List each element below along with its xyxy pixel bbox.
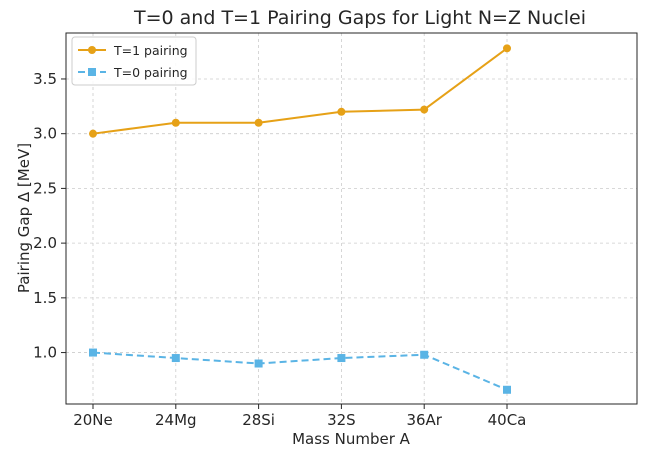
data-point-circle <box>254 118 263 127</box>
series-line-0 <box>92 47 508 135</box>
data-point-square <box>171 354 180 363</box>
x-axis-label: Mass Number A <box>292 430 411 448</box>
y-tick-label: 1.0 <box>33 344 57 362</box>
data-point-circle <box>420 105 429 114</box>
plot-frame <box>65 32 638 405</box>
legend-label: T=0 pairing <box>113 65 188 80</box>
series-layer <box>89 44 511 394</box>
x-tick-label: 40Ca <box>488 411 527 429</box>
legend-label: T=1 pairing <box>113 43 188 58</box>
data-point-circle <box>89 129 97 138</box>
y-tick-label: 3.0 <box>33 125 57 143</box>
data-point-circle <box>503 44 511 53</box>
legend: T=1 pairing T=0 pairing <box>71 36 197 86</box>
data-point-square <box>254 359 263 368</box>
x-tick-label: 28Si <box>242 411 275 429</box>
y-axis-label: Pairing Gap Δ [MeV] <box>15 143 33 293</box>
chart-title: T=0 and T=1 Pairing Gaps for Light N=Z N… <box>133 7 586 29</box>
x-tick-label: 32S <box>327 411 356 429</box>
legend-marker-square <box>88 68 96 76</box>
data-point-circle <box>171 118 180 127</box>
series-line-1 <box>92 351 508 391</box>
data-point-square <box>420 350 429 359</box>
legend-marker-circle <box>88 46 96 54</box>
data-point-circle <box>337 107 346 116</box>
x-tick-label: 20Ne <box>73 411 113 429</box>
grid <box>66 33 637 404</box>
y-tick-label: 3.5 <box>33 70 57 88</box>
data-point-square <box>337 354 346 363</box>
x-tick-label: 36Ar <box>406 411 442 429</box>
ticks: 20Ne 24Mg 28Si 32S 36Ar 40Ca 1.0 1.5 2.0 2.5 3.0 3.… <box>33 70 526 429</box>
data-point-square <box>89 348 97 357</box>
data-point-square <box>503 385 511 394</box>
y-tick-label: 1.5 <box>33 289 57 307</box>
y-tick-label: 2.5 <box>33 179 57 197</box>
y-tick-label: 2.0 <box>33 234 57 252</box>
x-tick-label: 24Mg <box>155 411 197 429</box>
